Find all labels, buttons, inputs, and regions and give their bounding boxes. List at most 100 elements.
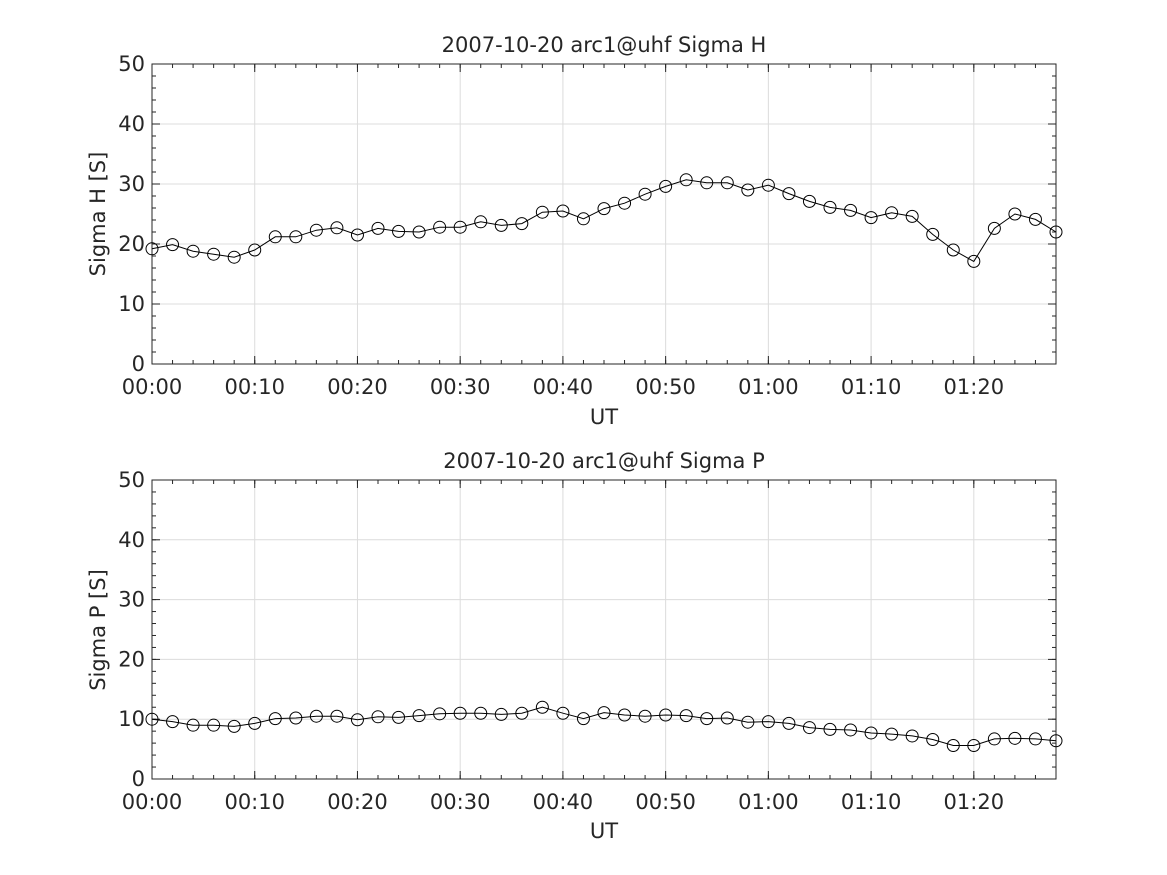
y-tick-label: 20	[118, 647, 145, 671]
data-point	[741, 183, 755, 197]
data-point	[700, 176, 714, 190]
data-point	[926, 733, 940, 747]
data-point	[679, 709, 693, 723]
data-point	[392, 224, 406, 238]
data-point	[248, 716, 262, 730]
x-axis-label: UT	[590, 405, 618, 429]
data-point	[905, 209, 919, 223]
x-tick-label: 01:10	[841, 790, 902, 814]
data-point	[494, 707, 508, 721]
data-point	[761, 178, 775, 192]
axes-frame	[151, 479, 1057, 780]
data-point	[268, 712, 282, 726]
chart-sigma-h: 2007-10-20 arc1@uhf Sigma H UT Sigma H […	[86, 33, 1063, 429]
x-tick-label: 00:10	[224, 790, 285, 814]
x-tick-label: 01:00	[738, 375, 799, 399]
data-point	[926, 227, 940, 241]
data-point	[720, 711, 734, 725]
x-tick-label: 00:30	[430, 790, 491, 814]
data-point	[576, 712, 590, 726]
x-tick-label: 00:50	[635, 790, 696, 814]
x-tick-label: 00:00	[122, 790, 183, 814]
data-point	[638, 709, 652, 723]
data-point	[1008, 207, 1022, 221]
data-point	[782, 187, 796, 201]
y-tick-label: 10	[118, 707, 145, 731]
data-point	[556, 706, 570, 720]
chart-title: 2007-10-20 arc1@uhf Sigma P	[443, 449, 765, 473]
data-point	[1028, 732, 1042, 746]
data-point	[330, 221, 344, 235]
axes-frame	[151, 63, 1057, 365]
y-tick-label: 0	[132, 352, 145, 376]
y-tick-label: 40	[118, 528, 145, 552]
data-point	[412, 225, 426, 239]
chart-title: 2007-10-20 arc1@uhf Sigma H	[442, 33, 767, 57]
data-point	[515, 706, 529, 720]
x-tick-label: 01:20	[944, 790, 1005, 814]
data-point	[309, 709, 323, 723]
data-point	[350, 228, 364, 242]
data-point	[433, 220, 447, 234]
data-point	[946, 243, 960, 257]
data-point	[720, 176, 734, 190]
series-line	[151, 706, 1057, 746]
data-point	[823, 200, 837, 214]
data-point	[905, 729, 919, 743]
data-point	[474, 215, 488, 229]
data-point	[618, 708, 632, 722]
data-point	[946, 739, 960, 753]
data-point	[535, 700, 549, 714]
y-tick-label: 10	[118, 292, 145, 316]
y-axis-label: Sigma H [S]	[86, 152, 110, 277]
data-point	[597, 706, 611, 720]
data-point	[207, 247, 221, 261]
data-point	[844, 203, 858, 217]
x-tick-label: 00:30	[430, 375, 491, 399]
data-point	[186, 718, 200, 732]
y-tick-label: 0	[132, 767, 145, 791]
data-point	[823, 722, 837, 736]
x-tick-label: 00:20	[327, 790, 388, 814]
data-point	[885, 206, 899, 220]
plot-area: 0 10 20 30 40 50 00:00 00:10 00:20 00:30 00:40 00:5…	[118, 52, 1063, 399]
x-tick-label: 01:00	[738, 790, 799, 814]
data-point	[659, 179, 673, 193]
data-point	[967, 254, 981, 268]
y-axis-label: Sigma P [S]	[86, 569, 110, 691]
data-point	[782, 716, 796, 730]
data-point	[268, 230, 282, 244]
x-tick-label: 00:20	[327, 375, 388, 399]
y-tick-label: 50	[118, 468, 145, 492]
data-point	[248, 243, 262, 257]
data-point	[987, 221, 1001, 235]
data-point	[227, 719, 241, 733]
data-point	[576, 212, 590, 226]
data-point	[679, 173, 693, 187]
data-point	[885, 727, 899, 741]
data-point	[227, 250, 241, 264]
data-point	[453, 706, 467, 720]
data-point	[802, 721, 816, 735]
data-point	[350, 713, 364, 727]
plot-background	[152, 64, 1056, 364]
x-tick-label: 01:10	[841, 375, 902, 399]
data-point	[166, 238, 180, 252]
data-point	[638, 187, 652, 201]
data-point	[761, 715, 775, 729]
data-point	[987, 732, 1001, 746]
data-point	[371, 710, 385, 724]
data-point	[515, 217, 529, 231]
data-point	[289, 230, 303, 244]
y-tick-label: 20	[118, 232, 145, 256]
data-point	[844, 723, 858, 737]
x-tick-label: 00:10	[224, 375, 285, 399]
data-point	[186, 244, 200, 258]
data-point	[741, 715, 755, 729]
data-point	[659, 708, 673, 722]
data-point	[597, 202, 611, 216]
data-point	[474, 706, 488, 720]
plot-area: 0 10 20 30 40 50 00:00 00:10 00:20 00:30 00:40 00:5…	[118, 468, 1063, 814]
data-point	[453, 220, 467, 234]
data-point	[371, 221, 385, 235]
